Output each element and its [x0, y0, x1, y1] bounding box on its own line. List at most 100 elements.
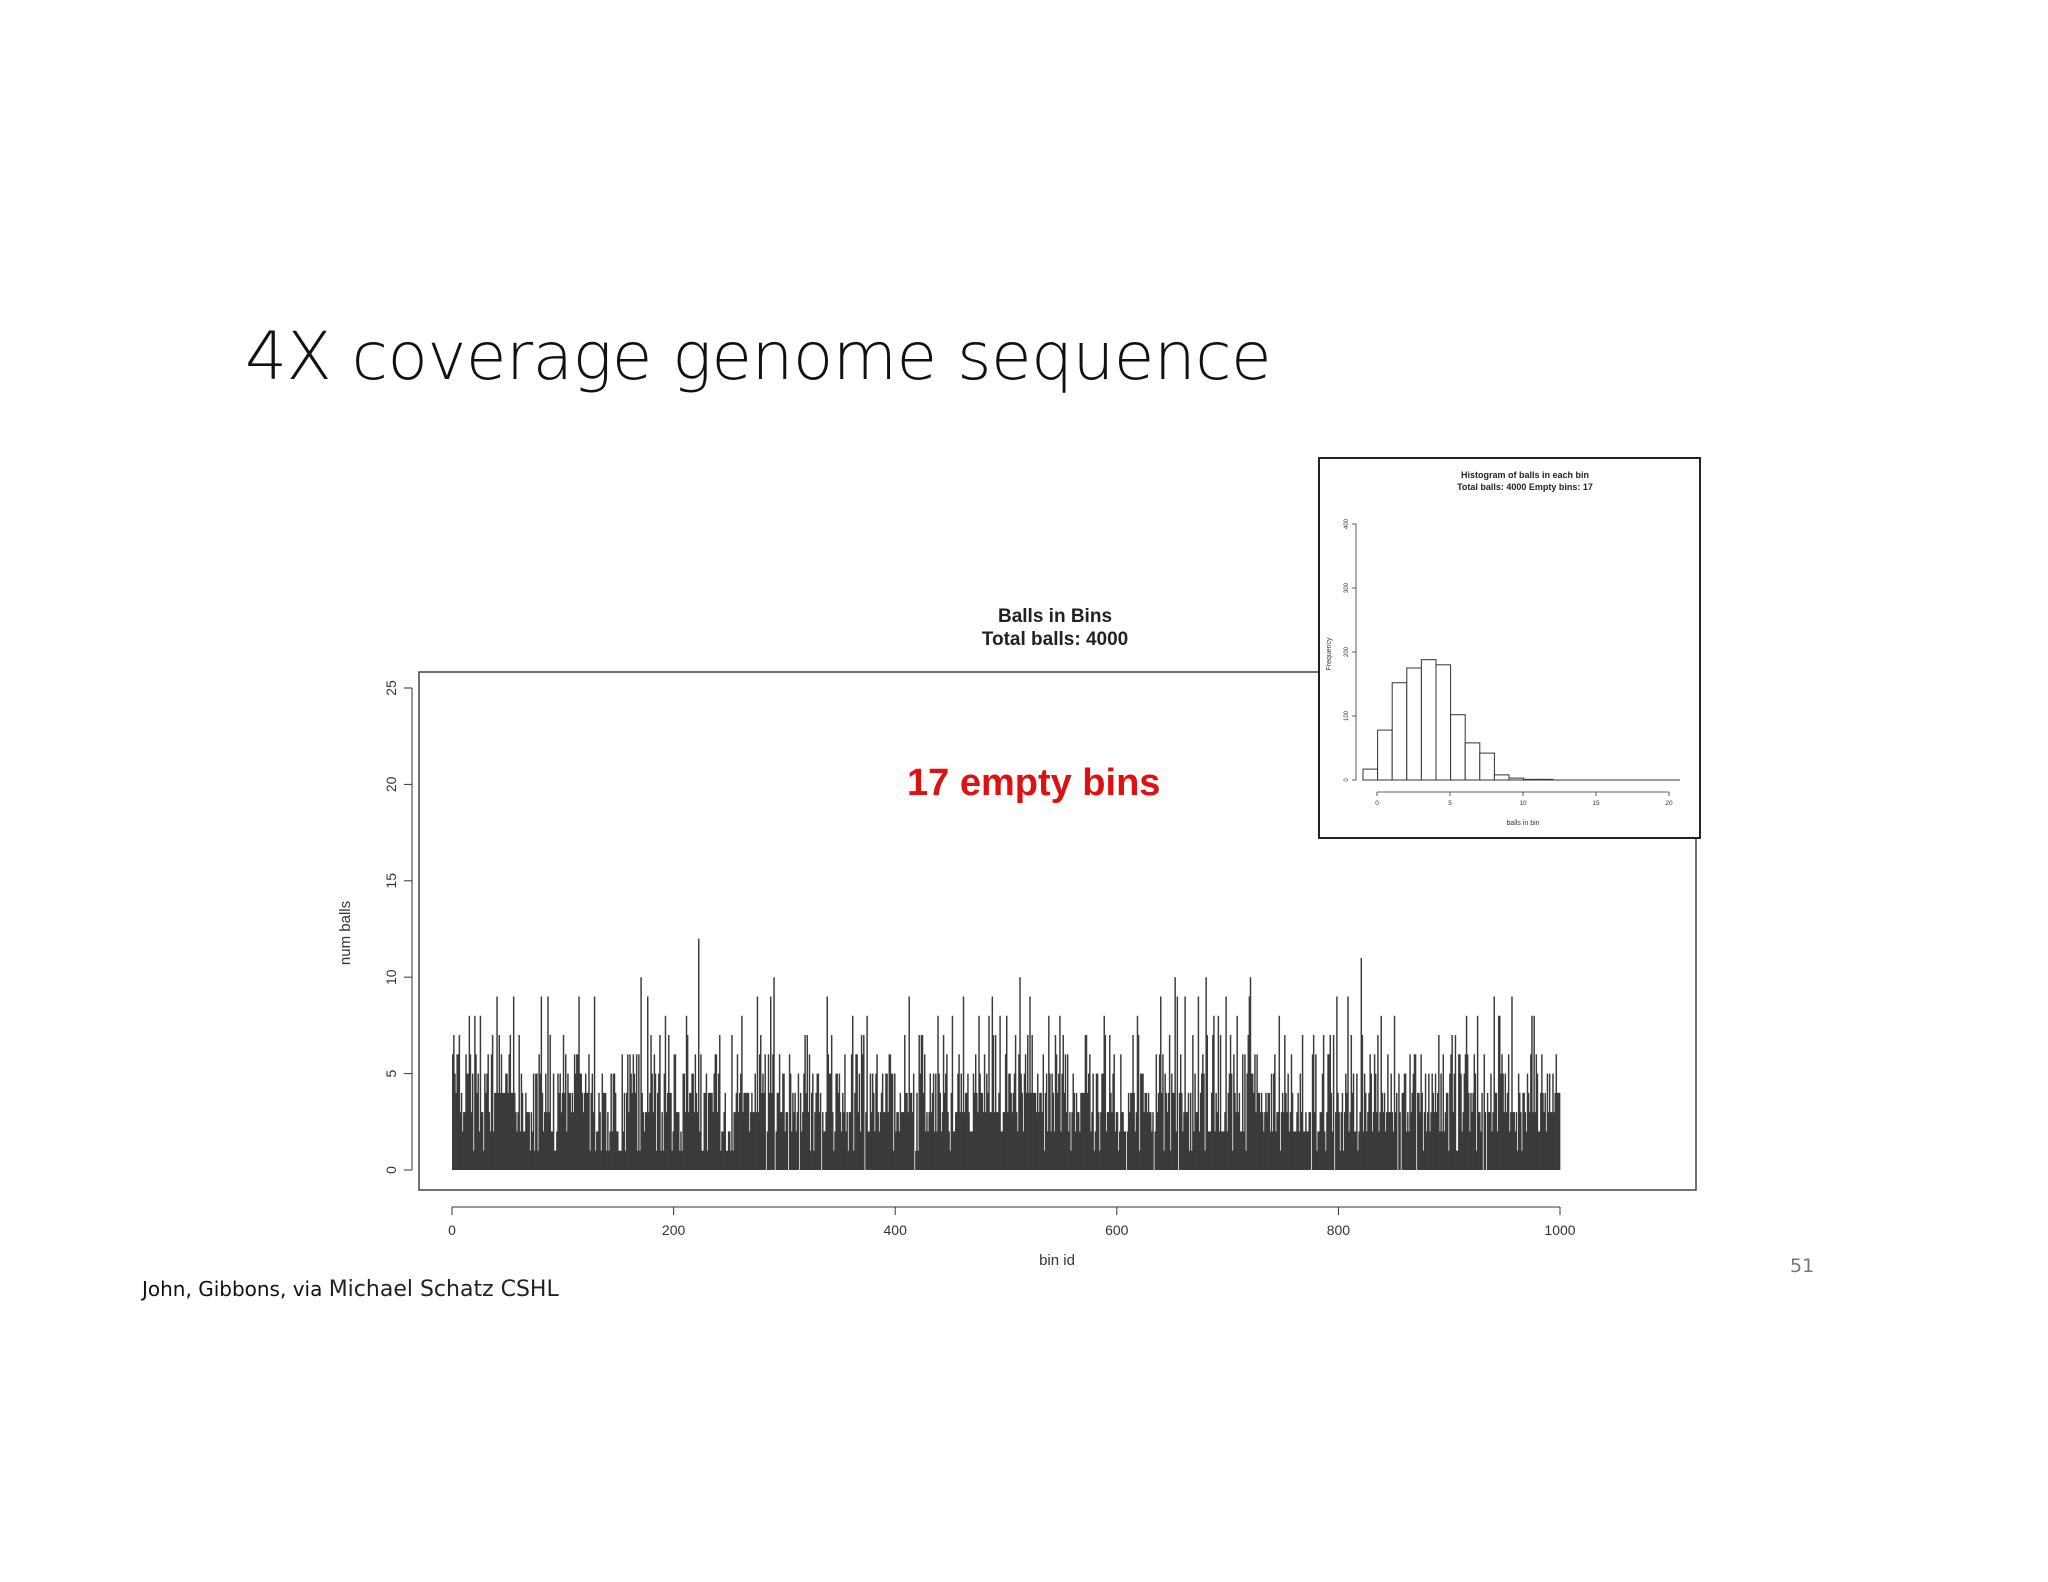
- main-bar: [1437, 1092, 1439, 1170]
- main-bar: [815, 1092, 817, 1170]
- main-bar: [457, 1054, 459, 1170]
- main-bar: [799, 1092, 802, 1170]
- main-bar: [1154, 1131, 1156, 1170]
- main-bar: [1453, 1073, 1456, 1170]
- main-bar: [1072, 1073, 1074, 1170]
- main-bar: [986, 1073, 988, 1170]
- main-bar: [719, 1035, 721, 1170]
- main-bar: [461, 1131, 464, 1170]
- main-bar: [1507, 1054, 1510, 1170]
- main-bar: [980, 1092, 982, 1170]
- main-bar: [1248, 996, 1251, 1170]
- main-bar: [924, 1054, 926, 1170]
- main-bar: [1194, 1073, 1196, 1170]
- main-bar: [1114, 1131, 1117, 1170]
- main-bar: [829, 1073, 832, 1170]
- main-bar: [676, 1112, 679, 1170]
- main-bar: [1060, 1131, 1062, 1170]
- main-bar: [1053, 1131, 1056, 1170]
- histogram-x-tick-label: 20: [1665, 800, 1673, 807]
- histogram-bars: [1362, 659, 1554, 781]
- main-bar: [1388, 1112, 1390, 1170]
- main-bar: [1122, 1112, 1124, 1170]
- main-bar: [1027, 1035, 1029, 1170]
- main-bar: [1465, 1015, 1468, 1170]
- main-bar: [713, 1073, 715, 1170]
- main-bar: [1533, 1015, 1535, 1170]
- main-bar: [1427, 1112, 1429, 1170]
- main-bar: [1240, 1131, 1243, 1170]
- main-bar: [1138, 1150, 1141, 1170]
- main-bar: [1091, 1112, 1093, 1170]
- main-bar: [1461, 1131, 1463, 1170]
- main-bar: [1162, 1054, 1164, 1170]
- main-bar: [572, 1112, 575, 1170]
- main-bar: [556, 1131, 558, 1170]
- main-bar: [614, 1092, 617, 1170]
- main-bar: [600, 1150, 602, 1170]
- main-bar: [502, 1092, 505, 1170]
- main-bar: [1360, 957, 1363, 1170]
- main-bar: [458, 1035, 461, 1170]
- main-bar: [887, 1112, 889, 1170]
- credit-line: John, Gibbons, via Michael Schatz CSHL: [142, 1277, 559, 1302]
- main-bar: [517, 1112, 519, 1170]
- main-bar: [686, 1035, 689, 1170]
- main-bar: [937, 1015, 939, 1170]
- main-bar: [966, 1092, 968, 1170]
- main-bar: [1143, 1112, 1145, 1170]
- main-bar: [661, 1112, 663, 1170]
- main-bar: [494, 1092, 496, 1170]
- main-bar: [1257, 1092, 1259, 1170]
- main-bar: [1198, 1131, 1201, 1170]
- main-bar: [510, 1092, 513, 1170]
- main-bar: [685, 1015, 688, 1170]
- main-bar: [715, 1054, 718, 1170]
- main-bar: [1012, 1092, 1015, 1170]
- main-bar: [838, 1073, 841, 1170]
- main-bar: [1537, 1131, 1540, 1170]
- main-bar: [857, 1112, 859, 1170]
- main-bar: [1100, 1112, 1102, 1170]
- histogram-bar: [1362, 768, 1379, 781]
- main-bar: [1145, 1092, 1148, 1170]
- main-bar: [859, 1131, 862, 1170]
- main-bar: [731, 1035, 733, 1170]
- main-bar: [619, 1150, 621, 1170]
- main-bar: [1113, 1054, 1115, 1170]
- main-bar: [1356, 1073, 1358, 1170]
- main-bar: [876, 1054, 878, 1170]
- main-bar: [1519, 1092, 1521, 1170]
- main-bar: [979, 1073, 981, 1170]
- main-bar: [989, 1112, 991, 1170]
- main-bar: [521, 1092, 524, 1170]
- main-bar: [764, 1054, 766, 1170]
- main-bar: [1358, 1131, 1360, 1170]
- main-bar: [505, 1073, 507, 1170]
- main-bar: [834, 1131, 836, 1170]
- main-bar: [1034, 1092, 1037, 1170]
- main-bar: [830, 1035, 833, 1170]
- main-bar: [956, 1112, 958, 1170]
- main-bar: [1490, 1073, 1492, 1170]
- main-bar: [1386, 1112, 1388, 1170]
- main-bar: [1556, 1092, 1559, 1170]
- main-bar: [1405, 1131, 1408, 1170]
- main-bar: [603, 1092, 606, 1170]
- main-bar: [675, 1112, 678, 1170]
- main-bar: [1413, 1054, 1416, 1170]
- main-bar: [1470, 1092, 1472, 1170]
- main-bar: [1438, 1035, 1440, 1170]
- main-bar: [1186, 1112, 1189, 1170]
- main-bar: [1520, 1112, 1522, 1170]
- main-y-tick-label: 5: [383, 1069, 399, 1077]
- main-bar: [1541, 1054, 1543, 1170]
- main-bar: [819, 1092, 822, 1170]
- main-bar: [522, 1131, 525, 1170]
- main-bar: [688, 1112, 690, 1170]
- main-bar: [541, 1092, 544, 1170]
- main-bar: [1271, 1131, 1274, 1170]
- main-bar: [655, 1150, 658, 1170]
- main-bar: [648, 1112, 650, 1170]
- main-bar: [1391, 1112, 1394, 1170]
